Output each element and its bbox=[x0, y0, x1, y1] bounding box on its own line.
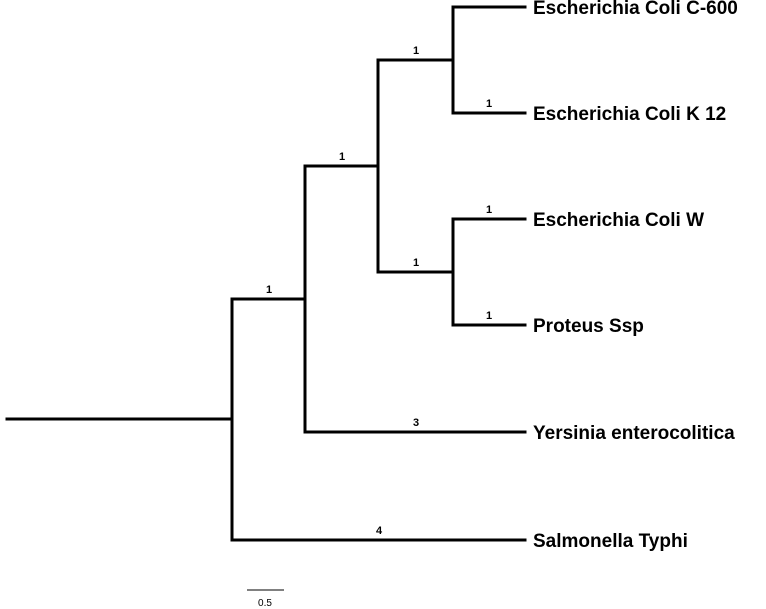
ecoli-c600-k12-clade-branch-label: 1 bbox=[413, 45, 419, 57]
scale-bar-label: 0.5 bbox=[258, 598, 272, 609]
leaf-label-salmonella: Salmonella Typhi bbox=[533, 531, 688, 552]
leaf-label-ecoli-k12: Escherichia Coli K 12 bbox=[533, 104, 726, 125]
ecoli-k12-branch-label: 1 bbox=[486, 98, 492, 110]
leaf-label-ecoli-c600: Escherichia Coli C-600 bbox=[533, 0, 738, 19]
five-taxa-clade-branch-label: 1 bbox=[266, 284, 272, 296]
ecoli-w-branch-label: 1 bbox=[486, 204, 492, 216]
leaf-label-proteus: Proteus Ssp bbox=[533, 316, 644, 337]
leaf-label-yersinia: Yersinia enterocolitica bbox=[533, 423, 735, 444]
four-taxa-clade-branch-label: 1 bbox=[339, 151, 345, 163]
proteus-branch-label: 1 bbox=[486, 310, 492, 322]
salmonella-branch-label: 4 bbox=[376, 525, 383, 537]
leaf-label-ecoli-w: Escherichia Coli W bbox=[533, 210, 704, 231]
ecoli-w-proteus-clade-branch-label: 1 bbox=[413, 257, 419, 269]
yersinia-branch-label: 3 bbox=[413, 417, 419, 429]
